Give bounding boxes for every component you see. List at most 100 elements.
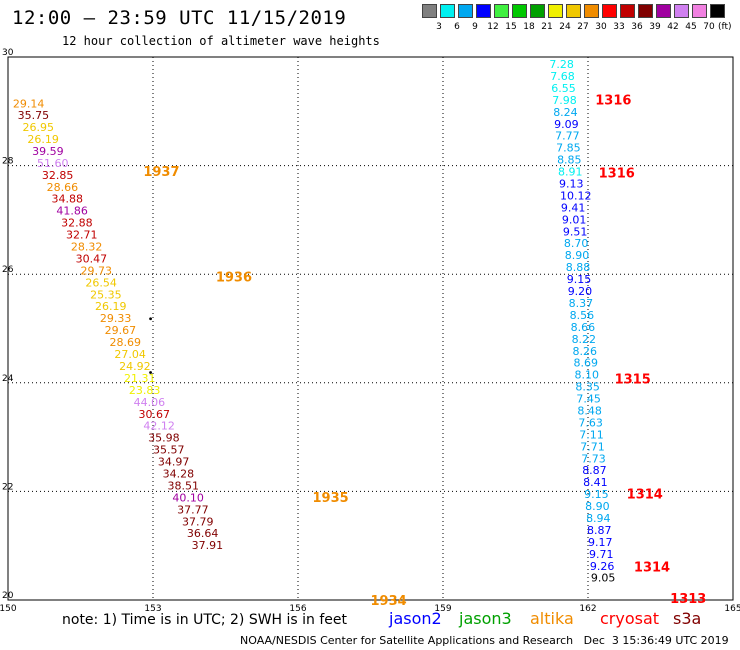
legend-swatch bbox=[710, 4, 725, 18]
pass-time-label: 1937 bbox=[143, 165, 179, 180]
legend-swatch bbox=[458, 4, 473, 18]
legend-swatch bbox=[638, 4, 653, 18]
east-track-swh-label: 8.35 bbox=[575, 381, 600, 394]
east-track-swh-label: 9.20 bbox=[568, 285, 593, 298]
west-track-swh-label: 38.51 bbox=[168, 479, 200, 492]
east-track-swh-label: 8.70 bbox=[564, 237, 589, 250]
legend-swatch bbox=[674, 4, 689, 18]
east-track-swh-label: 8.90 bbox=[585, 500, 610, 513]
legend-label: 12 bbox=[487, 22, 499, 32]
x-tick-label: 165 bbox=[724, 604, 740, 614]
east-track-swh-label: 8.22 bbox=[572, 333, 597, 346]
credit-line: NOAA/NESDIS Center for Satellite Applica… bbox=[240, 634, 729, 647]
east-track-swh-label: 8.37 bbox=[569, 297, 594, 310]
east-track-swh-label: 8.69 bbox=[574, 357, 599, 370]
west-track-swh-label: 28.32 bbox=[71, 241, 103, 254]
east-track-swh-label: 9.15 bbox=[584, 488, 609, 501]
plot-frame bbox=[7, 56, 734, 601]
west-track-swh-label: 35.98 bbox=[148, 432, 180, 445]
pass-time-label: 1314 bbox=[634, 560, 670, 575]
x-tick-label: 153 bbox=[144, 604, 161, 614]
east-track-swh-label: 7.85 bbox=[556, 142, 581, 155]
mission-name: cryosat bbox=[600, 609, 660, 628]
pass-time-label: 1314 bbox=[627, 488, 663, 503]
legend-label: 3 bbox=[436, 22, 442, 32]
east-track-swh-label: 7.77 bbox=[555, 130, 580, 143]
west-track-swh-label: 28.69 bbox=[110, 336, 142, 349]
legend-swatch bbox=[422, 4, 437, 18]
east-track-swh-label: 7.63 bbox=[578, 416, 603, 429]
west-track-swh-label: 34.88 bbox=[52, 193, 84, 206]
x-tick-label: 162 bbox=[579, 604, 596, 614]
west-track-swh-label: 32.88 bbox=[61, 217, 93, 230]
legend-swatch bbox=[512, 4, 527, 18]
west-track-swh-label: 35.57 bbox=[153, 444, 185, 457]
west-track-swh-label: 29.14 bbox=[13, 98, 45, 111]
east-track-swh-label: 8.94 bbox=[586, 512, 611, 525]
east-track-swh-label: 8.91 bbox=[558, 166, 583, 179]
legend-swatch bbox=[692, 4, 707, 18]
east-track-swh-label: 8.41 bbox=[583, 476, 608, 489]
x-tick-label: 159 bbox=[434, 604, 451, 614]
west-track-swh-label: 34.97 bbox=[158, 456, 190, 469]
legend-label: 21 bbox=[541, 22, 553, 32]
legend-swatch bbox=[602, 4, 617, 18]
legend-swatch bbox=[494, 4, 509, 18]
west-track-swh-label: 42.12 bbox=[143, 420, 175, 433]
west-track-swh-label: 29.73 bbox=[81, 264, 113, 277]
legend-swatch bbox=[620, 4, 635, 18]
y-tick-label: 30 bbox=[2, 48, 14, 58]
data-dot bbox=[149, 371, 152, 374]
pass-time-label: 1316 bbox=[595, 93, 631, 108]
east-track-swh-label: 7.98 bbox=[552, 94, 577, 107]
y-tick-label: 22 bbox=[2, 482, 13, 492]
west-track-swh-label: 37.79 bbox=[182, 515, 214, 528]
x-tick-label: 150 bbox=[0, 604, 17, 614]
legend-label: 24 bbox=[559, 22, 571, 32]
legend-label: 45 bbox=[685, 22, 697, 32]
west-track-swh-label: 26.19 bbox=[27, 133, 59, 146]
west-track-swh-label: 29.67 bbox=[105, 324, 136, 337]
west-track-swh-label: 24.92 bbox=[119, 360, 150, 373]
east-track-swh-label: 7.45 bbox=[576, 393, 601, 406]
legend-label: 9 bbox=[472, 22, 478, 32]
east-track-swh-label: 8.85 bbox=[557, 154, 582, 167]
west-track-swh-label: 27.04 bbox=[114, 348, 146, 361]
east-track-swh-label: 7.68 bbox=[550, 70, 575, 83]
legend-swatch bbox=[476, 4, 491, 18]
timestamp: Dec 3 15:36:49 UTC 2019 bbox=[583, 634, 729, 647]
east-track-swh-label: 9.05 bbox=[591, 572, 616, 585]
legend-label: 6 bbox=[454, 22, 460, 32]
west-track-swh-label: 39.59 bbox=[32, 145, 64, 158]
legend-label: 39 bbox=[649, 22, 661, 32]
legend-label: 33 bbox=[613, 22, 625, 32]
legend-label: 30 bbox=[595, 22, 607, 32]
west-track-swh-label: 51.60 bbox=[37, 157, 69, 170]
pass-time-label: 1935 bbox=[313, 491, 349, 506]
east-track-swh-label: 8.66 bbox=[571, 321, 596, 334]
east-track-swh-label: 7.73 bbox=[581, 452, 606, 465]
west-track-swh-label: 37.77 bbox=[177, 503, 209, 516]
west-track-swh-label: 29.33 bbox=[100, 312, 132, 325]
legend-swatch bbox=[566, 4, 581, 18]
east-track-swh-label: 6.55 bbox=[551, 82, 576, 95]
legend-swatch bbox=[584, 4, 599, 18]
east-track-swh-label: 9.51 bbox=[563, 225, 588, 238]
east-track-swh-label: 9.15 bbox=[567, 273, 592, 286]
east-track-swh-label: 9.17 bbox=[588, 536, 613, 549]
east-track-swh-label: 8.88 bbox=[566, 261, 591, 274]
east-track-swh-label: 7.11 bbox=[579, 428, 604, 441]
legend-unit: (ft) bbox=[718, 22, 732, 32]
data-dot bbox=[149, 317, 152, 321]
west-track-swh-label: 28.66 bbox=[47, 181, 79, 194]
east-track-swh-label: 9.41 bbox=[561, 201, 586, 214]
west-track-swh-label: 25.35 bbox=[90, 288, 122, 301]
y-tick-label: 28 bbox=[2, 157, 14, 167]
legend-swatch bbox=[530, 4, 545, 18]
east-track-swh-label: 9.13 bbox=[559, 178, 584, 191]
west-track-swh-label: 32.71 bbox=[66, 229, 98, 242]
west-track-swh-label: 30.67 bbox=[139, 408, 171, 421]
east-track-swh-label: 9.09 bbox=[554, 118, 579, 131]
east-track-swh-label: 8.87 bbox=[582, 464, 607, 477]
